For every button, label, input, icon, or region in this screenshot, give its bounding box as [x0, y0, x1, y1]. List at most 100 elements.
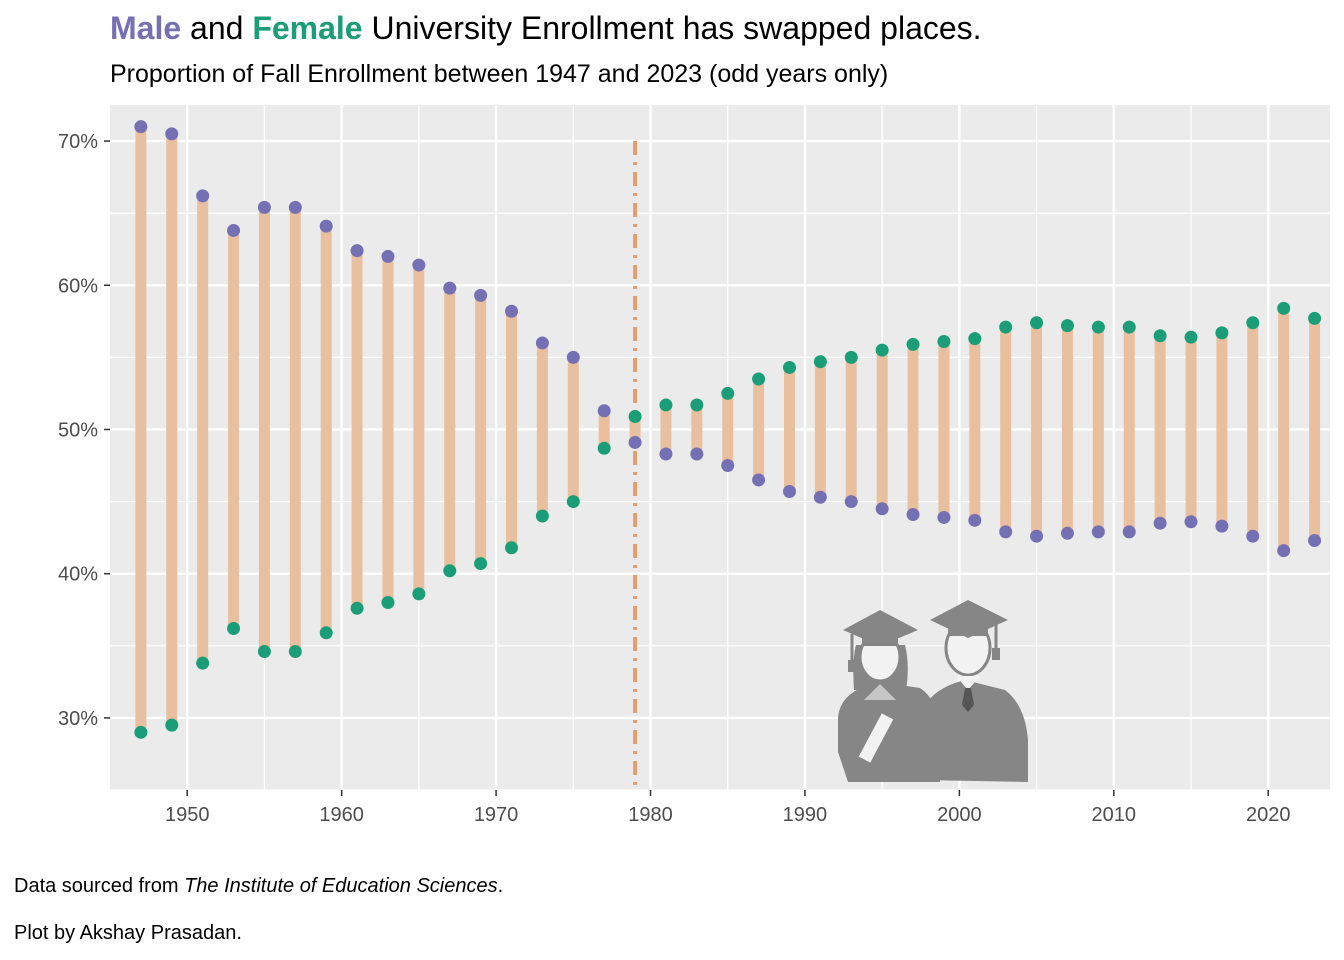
caption-source: Data sourced from The Institute of Educa…	[14, 875, 503, 898]
y-tick-label: 50%	[58, 419, 98, 441]
female-point	[1030, 316, 1044, 330]
female-point	[999, 320, 1013, 334]
y-tick-label: 40%	[58, 564, 98, 586]
male-point	[875, 502, 889, 516]
caption-source-name: The Institute of Education Sciences	[184, 875, 498, 897]
y-tick-label: 70%	[58, 131, 98, 153]
female-point	[350, 601, 364, 615]
male-point	[999, 525, 1013, 539]
male-point	[288, 200, 302, 214]
x-tick-label: 2010	[1092, 804, 1137, 826]
female-point	[597, 441, 611, 455]
female-point	[1153, 329, 1167, 343]
male-point	[350, 244, 364, 258]
chart-subtitle: Proportion of Fall Enrollment between 19…	[110, 60, 889, 88]
x-tick-label: 1970	[474, 804, 519, 826]
male-point	[1215, 519, 1229, 533]
female-point	[227, 621, 241, 635]
male-point	[1060, 526, 1074, 540]
female-point	[443, 564, 457, 578]
female-point	[288, 645, 302, 659]
male-point	[906, 508, 920, 522]
male-point	[628, 435, 642, 449]
male-point	[474, 288, 488, 302]
female-point	[535, 509, 549, 523]
male-point	[813, 490, 827, 504]
female-point	[1122, 320, 1136, 334]
male-point	[227, 223, 241, 237]
male-point	[1153, 516, 1167, 530]
x-tick-label: 2000	[937, 804, 982, 826]
female-point	[782, 360, 796, 374]
graduates-icon	[838, 600, 1028, 782]
female-point	[1308, 311, 1322, 325]
x-tick-label: 1980	[628, 804, 673, 826]
male-point	[566, 350, 580, 364]
female-point	[721, 386, 735, 400]
male-point	[443, 281, 457, 295]
x-axis: 1950 1960 1970 1980 1990 2000 2010 2020	[165, 790, 1291, 826]
x-tick-label: 1990	[783, 804, 828, 826]
female-point	[1215, 326, 1229, 340]
male-point	[659, 447, 673, 461]
female-point	[381, 596, 395, 610]
male-point	[134, 120, 148, 134]
y-tick-label: 60%	[58, 275, 98, 297]
male-point	[1246, 529, 1260, 543]
male-point	[412, 258, 426, 272]
x-tick-label: 1950	[165, 804, 210, 826]
female-point	[474, 557, 488, 571]
y-axis: 30% 40% 50% 60% 70%	[58, 131, 110, 730]
female-point	[505, 541, 519, 555]
data-points	[134, 120, 1322, 739]
male-point	[844, 495, 858, 509]
female-point	[412, 587, 426, 601]
male-point	[196, 189, 210, 203]
female-point	[1277, 301, 1291, 315]
female-point	[690, 398, 704, 412]
x-tick-label: 2020	[1246, 804, 1291, 826]
female-point	[906, 337, 920, 351]
female-point	[257, 645, 271, 659]
male-point	[319, 219, 333, 233]
male-point	[535, 336, 549, 350]
title-rest: University Enrollment has swapped places…	[371, 10, 982, 46]
male-point	[1091, 525, 1105, 539]
x-tick-label: 1960	[319, 804, 364, 826]
female-point	[319, 626, 333, 640]
female-point	[1184, 330, 1198, 344]
male-point	[782, 484, 796, 498]
female-point	[937, 335, 951, 349]
male-point	[381, 249, 395, 263]
female-point	[844, 350, 858, 364]
female-point	[1060, 319, 1074, 333]
male-point	[721, 459, 735, 473]
caption-source-suffix: .	[497, 875, 504, 897]
title-and-word: and	[190, 10, 244, 46]
male-point	[937, 510, 951, 524]
female-point	[566, 495, 580, 509]
male-point	[1277, 544, 1291, 558]
chart-title: Male and Female University Enrollment ha…	[110, 10, 982, 47]
female-point	[968, 332, 982, 346]
female-point	[813, 355, 827, 369]
title-female-word: Female	[252, 10, 363, 46]
title-male-word: Male	[110, 10, 182, 46]
male-point	[257, 200, 271, 214]
male-point	[165, 127, 179, 141]
female-point	[134, 725, 148, 739]
male-point	[968, 513, 982, 527]
female-point	[1091, 320, 1105, 334]
male-point	[1184, 515, 1198, 529]
y-tick-label: 30%	[58, 708, 98, 730]
female-point	[659, 398, 673, 412]
male-point	[752, 473, 766, 487]
male-point	[505, 304, 519, 318]
female-point	[875, 343, 889, 357]
male-point	[690, 447, 704, 461]
male-point	[1308, 534, 1322, 548]
male-point	[1122, 525, 1136, 539]
caption-author: Plot by Akshay Prasadan.	[14, 922, 242, 944]
female-point	[196, 656, 210, 670]
